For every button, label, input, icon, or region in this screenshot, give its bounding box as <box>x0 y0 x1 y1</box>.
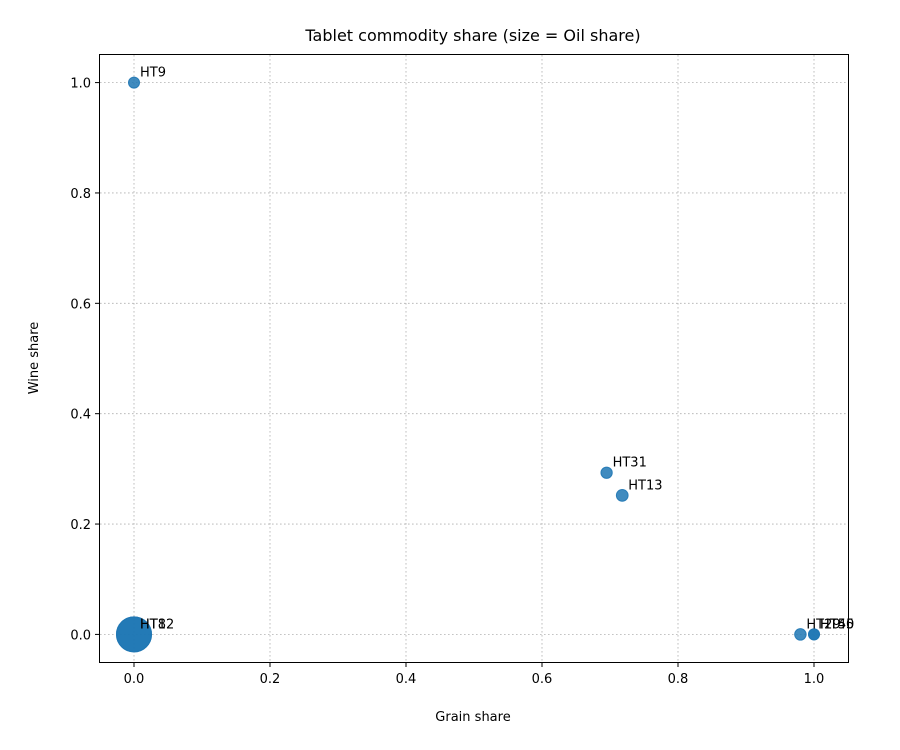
point-label-ht12: HT12 <box>140 617 174 632</box>
point-layer <box>116 76 820 653</box>
data-point-ht13 <box>615 488 629 502</box>
y-tick-label: 0.0 <box>70 628 91 643</box>
point-label-ht31: HT31 <box>613 456 647 471</box>
data-point-ht9 <box>128 76 140 89</box>
point-label-ht45: HT45 <box>820 617 854 632</box>
x-tick-label: 0.2 <box>260 672 281 687</box>
point-label-ht9: HT9 <box>140 66 166 81</box>
x-tick-label: 0.0 <box>124 672 145 687</box>
x-tick-label: 0.6 <box>532 672 553 687</box>
data-point-ht31 <box>600 466 613 479</box>
y-tick-label: 0.2 <box>70 518 91 533</box>
x-tick-label: 0.8 <box>668 672 689 687</box>
y-tick-label: 1.0 <box>70 77 91 92</box>
plot-frame <box>99 54 849 663</box>
tick-layer: 0.0 0.2 0.4 0.6 0.8 1.0 0.0 0.2 0.4 0.6 0.8 1.0 <box>70 77 824 687</box>
x-axis-label: Grain share <box>435 710 510 725</box>
data-point-ht12 <box>116 616 152 653</box>
point-label-ht29: HT29 <box>806 617 840 632</box>
point-label-ht50: HT50 <box>820 617 854 632</box>
data-point-ht50 <box>808 628 820 641</box>
y-tick-label: 0.8 <box>70 187 91 202</box>
data-point-ht29 <box>794 628 807 641</box>
y-axis-label: Wine share <box>27 322 42 395</box>
y-tick-label: 0.4 <box>70 408 91 423</box>
point-label-ht13: HT13 <box>628 478 662 493</box>
grid-layer <box>100 55 848 662</box>
x-tick-label: 1.0 <box>804 672 825 687</box>
y-tick-label: 0.6 <box>70 297 91 312</box>
chart-title: Tablet commodity share (size = Oil share… <box>304 26 640 45</box>
x-tick-label: 0.4 <box>396 672 417 687</box>
point-label-ht8: HT8 <box>140 617 166 632</box>
